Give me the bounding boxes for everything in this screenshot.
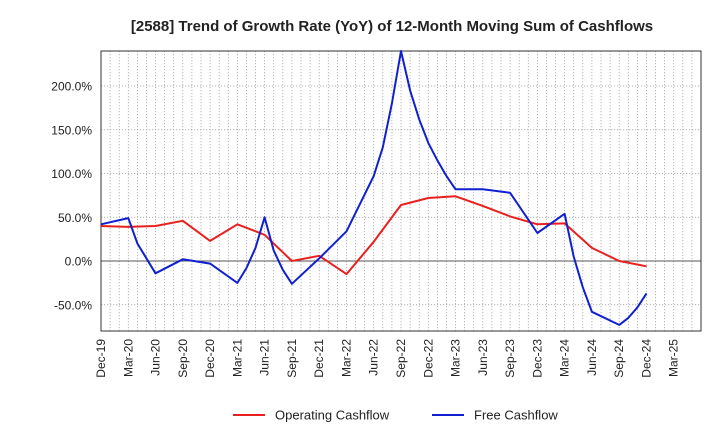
x-tick-label: Dec-21 (312, 339, 326, 378)
axes: -50.0% 0.0% 50.0% 100.0% 150.0% 200.0% Dec-19 M… (51, 50, 702, 378)
x-tick-label: Jun-21 (258, 339, 272, 376)
grid-lines (101, 51, 701, 331)
x-tick-label: Sep-24 (612, 339, 626, 378)
x-tick-label: Sep-20 (176, 339, 190, 378)
x-tick-label: Jun-23 (476, 339, 490, 376)
x-tick-label: Dec-19 (94, 339, 108, 378)
x-tick-label: Mar-20 (121, 339, 135, 377)
y-tick-label: 150.0% (51, 123, 92, 137)
x-tick-label: Jun-24 (585, 339, 599, 376)
series-line-operating-cashflow (100, 195, 647, 276)
y-tick-label: 200.0% (51, 80, 92, 94)
x-tick-label: Mar-25 (667, 339, 681, 377)
x-tick-label: Jun-20 (149, 339, 163, 376)
legend: Operating Cashflow Free Cashflow (233, 408, 558, 423)
x-tick-label: Dec-24 (639, 339, 653, 378)
x-tick-label: Sep-21 (285, 339, 299, 378)
x-tick-label: Mar-23 (449, 339, 463, 377)
x-tick-label: Dec-22 (421, 339, 435, 378)
chart-title: [2588] Trend of Growth Rate (YoY) of 12-… (131, 18, 653, 35)
y-tick-label: -50.0% (54, 298, 92, 312)
y-tick-label: 50.0% (58, 211, 92, 225)
x-tick-label: Mar-24 (558, 339, 572, 377)
x-tick-label: Dec-23 (530, 339, 544, 378)
series-line-free-cashflow (100, 50, 648, 326)
legend-label: Free Cashflow (474, 408, 558, 423)
series-lines (100, 50, 648, 326)
y-tick-label: 100.0% (51, 167, 92, 181)
y-tick-label: 0.0% (65, 255, 93, 269)
x-tick-label: Mar-22 (339, 339, 353, 377)
x-tick-label: Sep-23 (503, 339, 517, 378)
x-tick-label: Sep-22 (394, 339, 408, 378)
x-tick-label: Jun-22 (367, 339, 381, 376)
x-tick-label: Dec-20 (203, 339, 217, 378)
x-tick-label: Mar-21 (230, 339, 244, 377)
legend-label: Operating Cashflow (275, 408, 390, 423)
